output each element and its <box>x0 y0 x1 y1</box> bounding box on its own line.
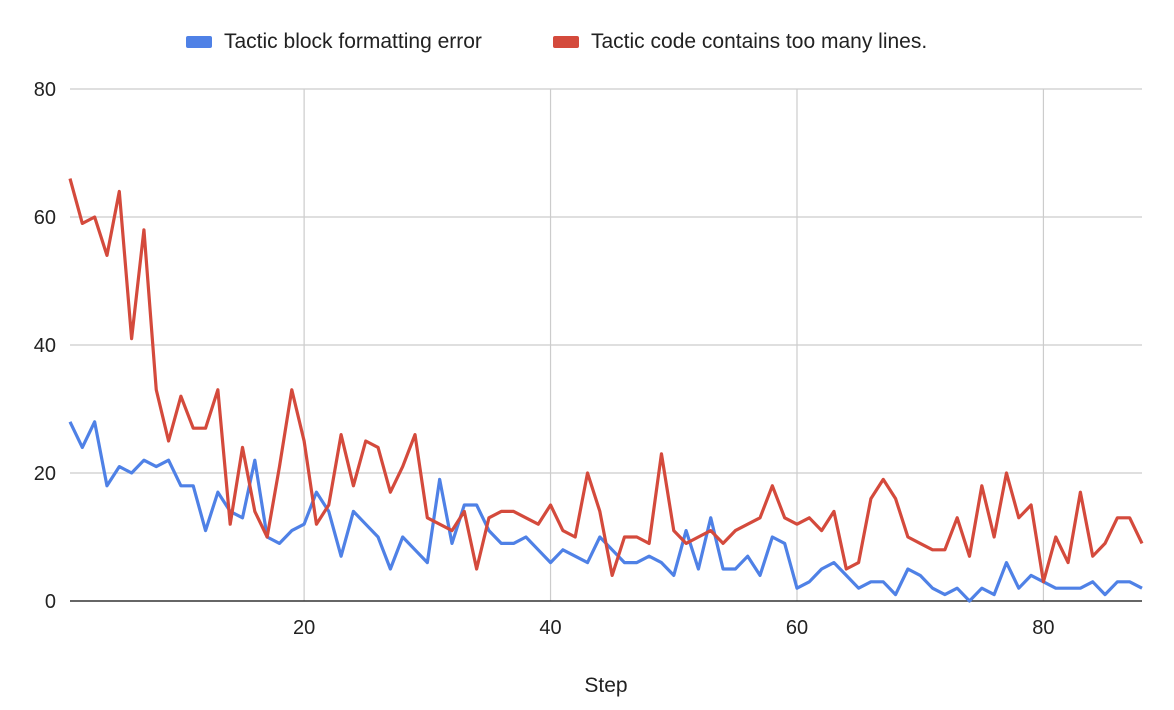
axes: 0 20 40 60 80 20 40 60 80 <box>34 79 1142 639</box>
x-tick-label: 20 <box>293 617 315 639</box>
legend-label: Tactic code contains too many lines. <box>591 30 927 53</box>
legend-item-1[interactable]: Tactic block formatting error <box>186 30 482 53</box>
y-tick-label: 40 <box>34 335 56 357</box>
x-tick-label: 60 <box>786 617 808 639</box>
legend-label: Tactic block formatting error <box>224 30 482 53</box>
y-tick-label: 80 <box>34 79 56 101</box>
x-tick-label: 80 <box>1032 617 1054 639</box>
series-line-2 <box>68 178 1144 584</box>
legend[interactable]: Tactic block formatting error Tactic code… <box>186 30 927 53</box>
x-axis-title: Step <box>584 674 627 697</box>
gridlines <box>70 88 1142 601</box>
series-lines <box>68 178 1144 603</box>
legend-swatch <box>186 36 212 48</box>
y-tick-label: 60 <box>34 207 56 229</box>
y-tick-label: 0 <box>45 591 56 613</box>
y-tick-label: 20 <box>34 463 56 485</box>
legend-swatch <box>553 36 579 48</box>
x-tick-label: 40 <box>539 617 561 639</box>
legend-item-2[interactable]: Tactic code contains too many lines. <box>553 30 927 53</box>
